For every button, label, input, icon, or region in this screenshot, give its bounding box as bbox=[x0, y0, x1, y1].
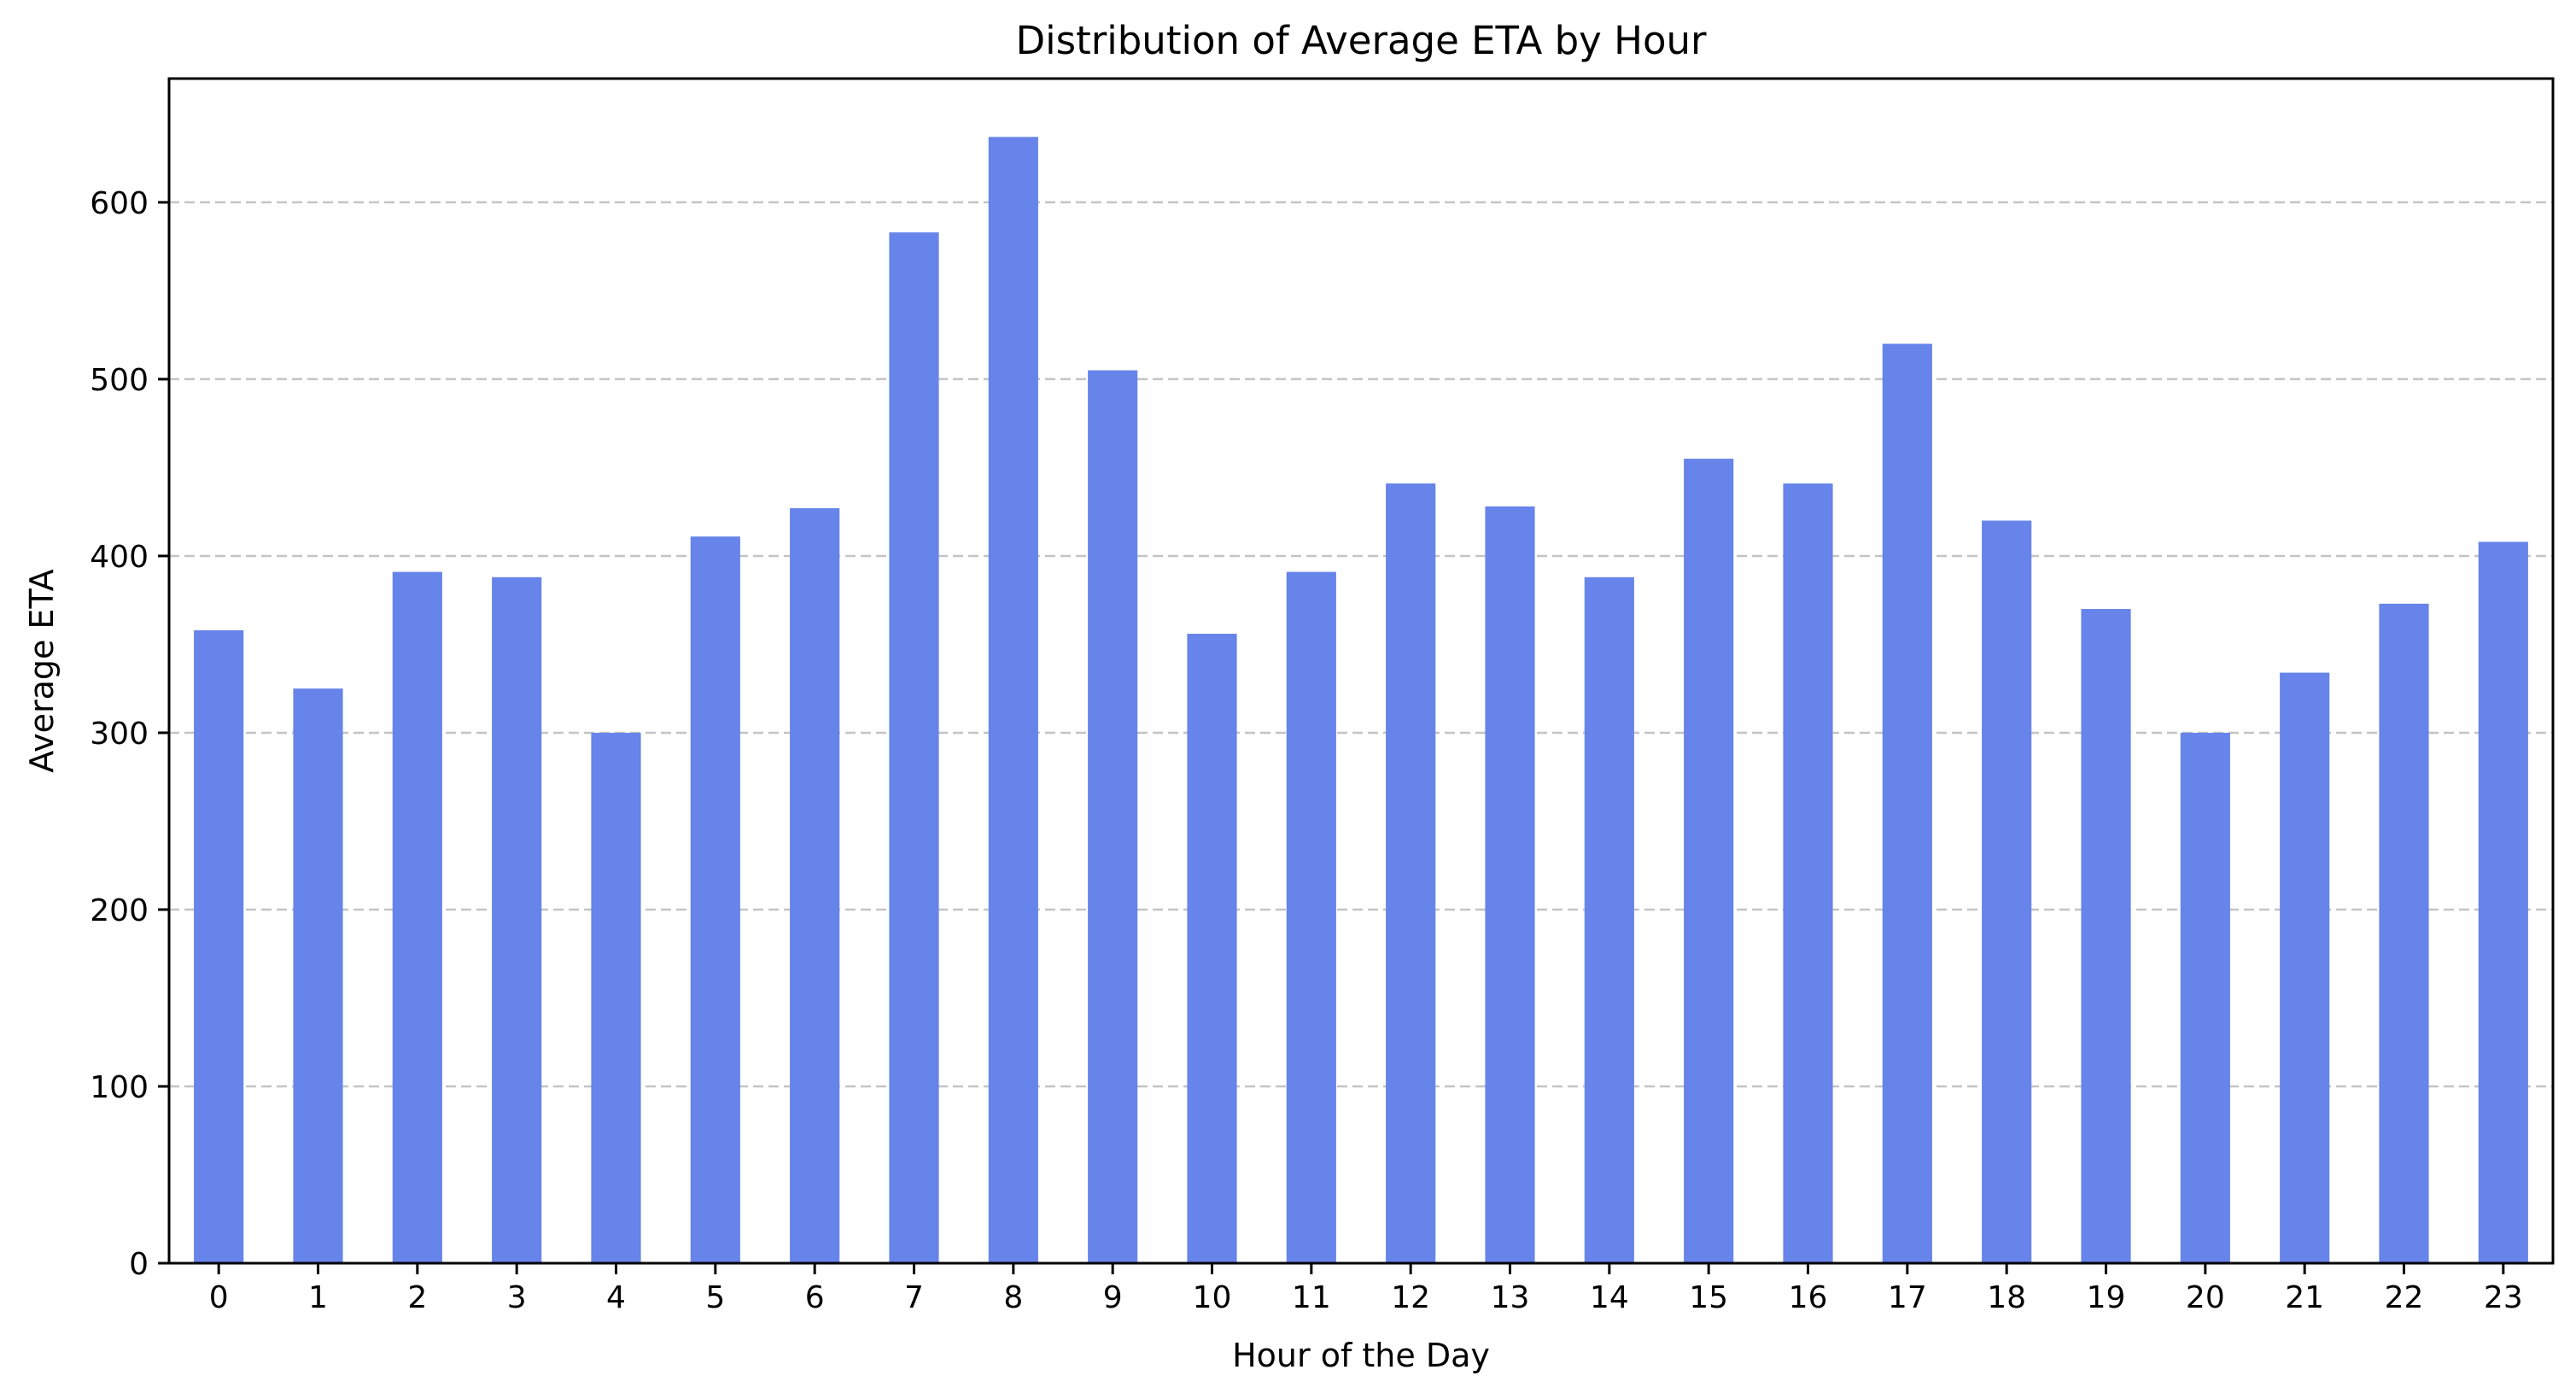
x-tick-label: 1 bbox=[308, 1280, 328, 1315]
gridlines bbox=[169, 201, 2553, 1088]
x-tick-label: 11 bbox=[1292, 1280, 1331, 1315]
bar-hour-21 bbox=[2280, 672, 2330, 1263]
x-tick-label: 4 bbox=[606, 1280, 626, 1315]
x-tick-label: 20 bbox=[2186, 1280, 2225, 1315]
x-tick-label: 23 bbox=[2484, 1280, 2523, 1315]
bar-hour-13 bbox=[1485, 506, 1535, 1263]
bar-hour-7 bbox=[889, 232, 939, 1263]
x-tick-label: 0 bbox=[209, 1280, 229, 1315]
bar-hour-10 bbox=[1187, 634, 1237, 1263]
bar-hour-1 bbox=[293, 688, 343, 1263]
y-tick-label: 0 bbox=[129, 1247, 149, 1282]
bar-hour-11 bbox=[1286, 571, 1336, 1263]
x-axis-label: Hour of the Day bbox=[1232, 1337, 1490, 1374]
bar-hour-2 bbox=[392, 571, 442, 1263]
x-tick-label: 13 bbox=[1491, 1280, 1530, 1315]
bar-hour-3 bbox=[492, 577, 542, 1263]
bar-hour-18 bbox=[1982, 520, 2032, 1263]
y-tick-label: 400 bbox=[90, 540, 149, 575]
bars bbox=[194, 137, 2528, 1264]
x-tick-label: 14 bbox=[1590, 1280, 1629, 1315]
bar-hour-5 bbox=[690, 536, 740, 1263]
bar-hour-16 bbox=[1783, 483, 1833, 1263]
x-tick-label: 10 bbox=[1193, 1280, 1232, 1315]
x-tick-label: 22 bbox=[2385, 1280, 2424, 1315]
plot-frame bbox=[167, 77, 2555, 1265]
y-tick-label: 500 bbox=[90, 363, 149, 398]
bar-hour-8 bbox=[988, 137, 1038, 1263]
bar-hour-23 bbox=[2478, 541, 2528, 1263]
x-tick-label: 17 bbox=[1888, 1280, 1927, 1315]
y-tick-label: 200 bbox=[90, 893, 149, 928]
bar-hour-12 bbox=[1386, 483, 1436, 1263]
x-tick-label: 7 bbox=[904, 1280, 924, 1315]
bar-hour-15 bbox=[1684, 459, 1734, 1263]
bar-hour-4 bbox=[591, 732, 641, 1263]
x-tick-label: 3 bbox=[507, 1280, 527, 1315]
bar-hour-9 bbox=[1088, 370, 1138, 1264]
x-tick-label: 15 bbox=[1689, 1280, 1728, 1315]
bar-hour-17 bbox=[1882, 343, 1932, 1263]
bar-hour-20 bbox=[2180, 732, 2230, 1263]
bar-hour-6 bbox=[790, 508, 840, 1263]
y-tick-label: 600 bbox=[90, 186, 149, 221]
y-axis-label: Average ETA bbox=[23, 569, 61, 772]
y-tick-label: 300 bbox=[90, 717, 149, 752]
bar-hour-0 bbox=[194, 629, 244, 1263]
bar-hour-19 bbox=[2081, 609, 2131, 1263]
x-tick-label: 2 bbox=[407, 1280, 427, 1315]
y-axis-ticks: 0 100 200 300 400 500 600 bbox=[90, 186, 169, 1282]
x-tick-label: 5 bbox=[705, 1280, 725, 1315]
x-tick-label: 21 bbox=[2285, 1280, 2324, 1315]
chart-title: Distribution of Average ETA by Hour bbox=[1015, 18, 1707, 63]
x-tick-label: 18 bbox=[1987, 1280, 2026, 1315]
x-tick-label: 19 bbox=[2087, 1280, 2126, 1315]
x-tick-label: 9 bbox=[1103, 1280, 1123, 1315]
bar-hour-14 bbox=[1584, 577, 1634, 1263]
bar-hour-22 bbox=[2379, 603, 2429, 1263]
x-axis-ticks: 0 1 2 3 4 5 6 7 8 9 10 11 12 13 14 15 16 17 18 19 20 21 22 23 bbox=[209, 1263, 2523, 1315]
x-tick-label: 16 bbox=[1789, 1280, 1828, 1315]
x-tick-label: 8 bbox=[1003, 1280, 1023, 1315]
x-tick-label: 6 bbox=[805, 1280, 825, 1315]
y-tick-label: 100 bbox=[90, 1070, 149, 1105]
x-tick-label: 12 bbox=[1391, 1280, 1430, 1315]
